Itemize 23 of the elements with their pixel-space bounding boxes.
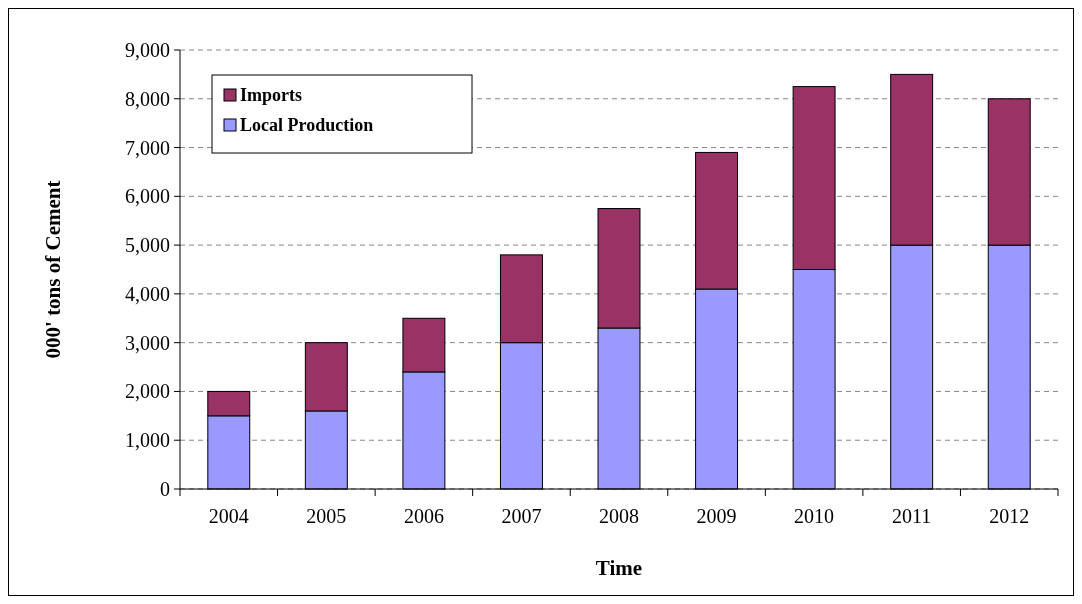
x-axis-title: Time — [595, 556, 643, 580]
y-tick-label: 0 — [160, 478, 170, 500]
y-axis-title: 000' tons of Cement — [41, 180, 65, 359]
y-tick-label: 9,000 — [125, 39, 170, 61]
legend-label: Imports — [240, 85, 302, 106]
x-tick-label: 2004 — [208, 505, 249, 527]
x-tick-label: 2006 — [403, 505, 444, 527]
legend-label: Local Production — [240, 115, 374, 136]
y-tick-label: 6,000 — [125, 185, 170, 208]
y-tick-label: 7,000 — [125, 136, 170, 159]
x-tick-label: 2009 — [696, 505, 737, 527]
y-tick-label: 4,000 — [125, 282, 170, 305]
y-tick-label: 2,000 — [125, 380, 170, 403]
x-tick-label: 2007 — [501, 505, 542, 527]
y-tick-label: 8,000 — [125, 87, 170, 110]
x-tick-label: 2012 — [989, 505, 1030, 527]
x-tick-label: 2008 — [599, 505, 639, 527]
y-tick-label: 1,000 — [125, 429, 170, 452]
y-tick-label: 5,000 — [125, 234, 170, 257]
x-tick-label: 2005 — [306, 505, 347, 527]
x-tick-label: 2010 — [794, 505, 835, 527]
y-tick-label: 3,000 — [125, 331, 170, 354]
x-tick-label: 2011 — [892, 505, 932, 527]
